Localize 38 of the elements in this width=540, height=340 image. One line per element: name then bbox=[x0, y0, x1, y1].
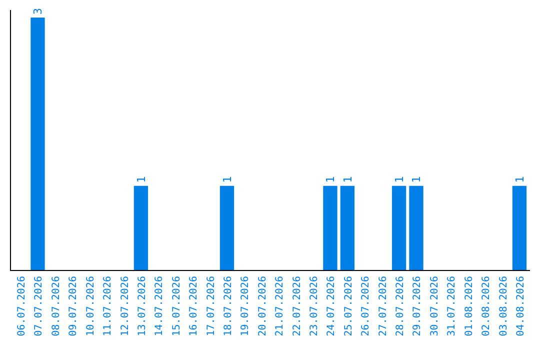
data-label: 1 bbox=[513, 176, 526, 183]
x-tick-label: 27.07.2026 bbox=[378, 276, 389, 336]
x-tick-label: 25.07.2026 bbox=[343, 276, 354, 336]
x-tick-label: 02.08.2026 bbox=[481, 276, 492, 336]
x-tick-label: 17.07.2026 bbox=[206, 276, 217, 336]
x-tick-label: 07.07.2026 bbox=[34, 276, 45, 336]
data-label: 1 bbox=[341, 176, 354, 183]
x-tick-label: 12.07.2026 bbox=[120, 276, 131, 336]
x-tick-label: 08.07.2026 bbox=[50, 276, 62, 336]
x-tick-label: 16.07.2026 bbox=[188, 276, 200, 336]
x-tick-label: 30.07.2026 bbox=[429, 276, 440, 336]
x-tick-label: 31.07.2026 bbox=[446, 276, 458, 336]
x-tick-label: 14.07.2026 bbox=[154, 276, 166, 336]
data-label: 1 bbox=[393, 176, 406, 183]
x-tick-label: 23.07.2026 bbox=[309, 276, 320, 336]
x-tick-label: 06.07.2026 bbox=[16, 276, 28, 336]
x-tick-label: 19.07.2026 bbox=[240, 276, 252, 336]
x-tick-label: 24.07.2026 bbox=[326, 276, 338, 336]
x-tick-label: 18.07.2026 bbox=[222, 276, 234, 336]
x-tick-label: 28.07.2026 bbox=[395, 276, 406, 336]
x-tick-label: 03.08.2026 bbox=[498, 276, 510, 336]
x-tick-label: 04.08.2026 bbox=[515, 276, 526, 336]
data-label: 1 bbox=[134, 176, 148, 183]
data-label: 1 bbox=[324, 176, 338, 183]
x-tick-label: 09.07.2026 bbox=[68, 276, 80, 336]
x-tick-label: 21.07.2026 bbox=[274, 276, 286, 336]
x-tick-label: 11.07.2026 bbox=[102, 276, 114, 336]
data-label: 1 bbox=[220, 176, 234, 183]
data-label: 1 bbox=[410, 176, 424, 183]
x-tick-label: 01.08.2026 bbox=[464, 276, 475, 336]
x-tick-label: 13.07.2026 bbox=[136, 276, 148, 336]
x-tick-label: 20.07.2026 bbox=[257, 276, 268, 336]
x-tick-label: 29.07.2026 bbox=[412, 276, 424, 336]
data-label: 3 bbox=[32, 8, 45, 15]
x-tick-label: 15.07.2026 bbox=[171, 276, 182, 336]
x-tick-label: 26.07.2026 bbox=[360, 276, 372, 336]
x-tick-label: 22.07.2026 bbox=[292, 276, 303, 336]
x-tick-label: 10.07.2026 bbox=[85, 276, 96, 336]
